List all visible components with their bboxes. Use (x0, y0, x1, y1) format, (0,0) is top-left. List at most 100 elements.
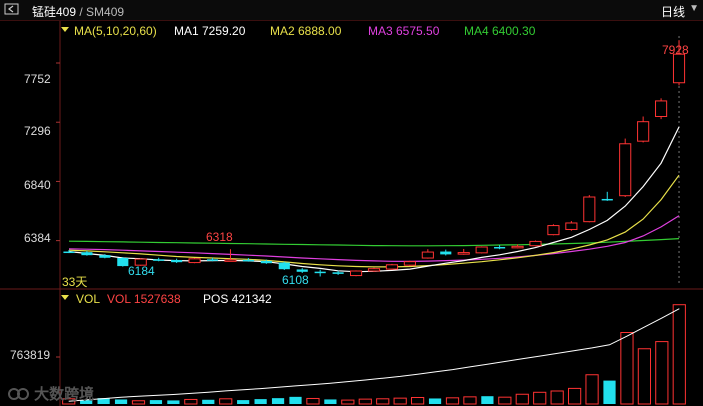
volume-bar (550, 390, 564, 405)
candle-body (440, 251, 452, 255)
symbol-separator: / (76, 5, 87, 19)
candle-body (332, 272, 344, 274)
volume-bar (149, 400, 163, 404)
ma3-line (68, 215, 680, 263)
candle-body (494, 246, 506, 249)
candle-body (367, 268, 381, 272)
volume-bar (585, 374, 599, 405)
back-arrow-icon[interactable] (4, 2, 24, 18)
ma2-value: MA2 6888.00 (270, 24, 342, 38)
volume-bar (167, 400, 180, 404)
days-count: 33天 (62, 275, 88, 289)
ma3-value: MA3 6575.50 (368, 24, 440, 38)
candle-body (565, 222, 578, 230)
volume-bar (184, 398, 198, 405)
volume-bar (428, 398, 442, 404)
volume-bar (637, 348, 651, 405)
candle-body (421, 251, 434, 259)
volume-bar (80, 400, 93, 404)
candle-body (475, 246, 488, 254)
volume-bar (463, 396, 477, 405)
watermark: 大数跨境 (8, 383, 94, 404)
volume-bar (97, 398, 110, 404)
ma4-value: MA4 6400.30 (464, 24, 536, 38)
volume-bar (481, 396, 494, 404)
vol-axis-label: 763819 (10, 348, 51, 362)
chart-grid (0, 20, 703, 406)
local-low-label: 6184 (128, 264, 155, 278)
volume-bar (114, 399, 128, 404)
candle-body (260, 260, 272, 264)
kline-chart[interactable] (0, 20, 703, 406)
candle-body (63, 251, 75, 254)
volume-bar (202, 399, 215, 404)
volume-bar (376, 398, 390, 405)
volume-bar (271, 398, 285, 404)
candle-body (672, 53, 686, 84)
candle-body (99, 255, 111, 258)
volume-bar (237, 400, 250, 404)
candlestick-series (63, 40, 686, 277)
y-tick-label: 6384 (24, 231, 51, 245)
volume-bar (131, 400, 146, 405)
volume-bar (393, 397, 407, 405)
volume-bars (62, 304, 686, 405)
y-tick-label: 6840 (24, 178, 51, 192)
candle-body (655, 100, 668, 118)
candle-body (224, 259, 237, 262)
vol-value: VOL 1527638 (107, 292, 181, 306)
volume-bar (498, 396, 512, 405)
volume-bar (219, 398, 233, 405)
pos-line-path (68, 308, 680, 402)
position-line (68, 308, 680, 402)
y-tick-label: 7296 (24, 124, 51, 138)
ma-legend-icon (60, 24, 70, 38)
watermark-logo-icon (8, 388, 29, 400)
volume-bar (445, 397, 460, 405)
ma2-line (68, 174, 680, 268)
symbol-title: 锰硅409 / SM409 (32, 3, 124, 20)
candle-body (296, 269, 308, 272)
pos-value: POS 421342 (203, 292, 272, 306)
symbol-name: 锰硅409 (32, 5, 77, 19)
candle-body (619, 143, 632, 197)
candle-body (349, 270, 363, 277)
volume-bar (306, 397, 320, 405)
volume-bar (655, 341, 669, 405)
candle-body (314, 271, 326, 274)
vol-title: VOL (76, 292, 101, 306)
candle-body (206, 259, 219, 261)
candle-body (242, 259, 254, 262)
candle-body (637, 121, 650, 142)
candle-body (188, 258, 201, 264)
volume-bar (324, 399, 337, 404)
watermark-text: 大数跨境 (34, 386, 95, 403)
period-selector[interactable]: 日线 (660, 5, 685, 19)
y-tick-label: 7752 (24, 72, 51, 86)
volume-bar (533, 391, 547, 405)
ma4-line (68, 238, 680, 247)
volume-bar (341, 399, 355, 405)
candle-body (153, 259, 165, 261)
low-price-label: 6108 (282, 273, 309, 287)
volume-bar (603, 380, 616, 404)
volume-bar (672, 304, 686, 405)
candle-body (171, 259, 183, 263)
candle-body (385, 264, 399, 270)
candle-body (547, 225, 560, 236)
candle-body (81, 252, 93, 256)
ma1-value: MA1 7259.20 (174, 24, 246, 38)
high-price-label: 7928 (662, 43, 689, 57)
volume-bar (411, 397, 425, 405)
volume-bar (289, 396, 302, 404)
candle-body (117, 258, 129, 267)
top-bar: 锰硅409 / SM409 日线 ▼ (0, 0, 703, 21)
vol-legend-icon (60, 292, 70, 306)
chevron-down-icon[interactable]: ▼ (689, 3, 699, 14)
ma-title: MA(5,10,20,60) (74, 24, 157, 38)
candle-body (583, 196, 596, 223)
candle-body (403, 261, 416, 266)
candle-body (134, 258, 147, 266)
symbol-code: SM409 (86, 5, 125, 19)
local-high-label: 6318 (206, 230, 233, 244)
